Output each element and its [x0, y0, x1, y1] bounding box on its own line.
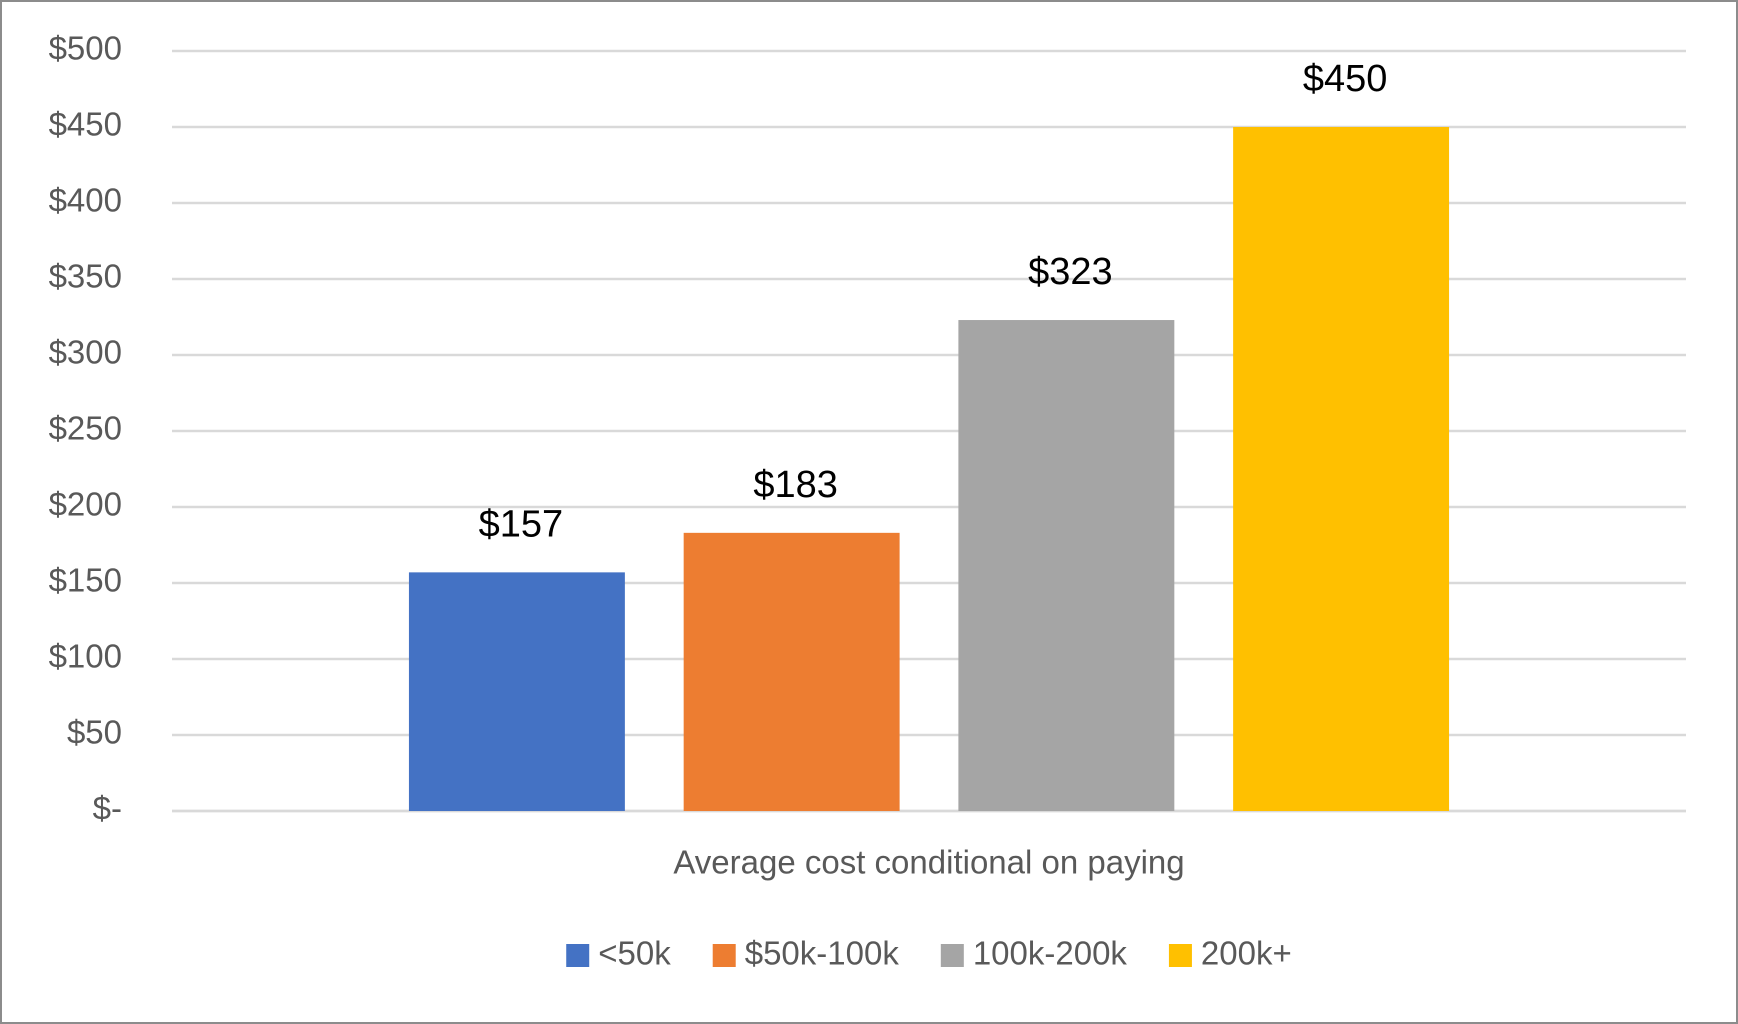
y-tick-label: $250: [49, 410, 122, 447]
legend-swatch: [940, 944, 964, 967]
legend-swatch: [1168, 944, 1192, 967]
bar: [683, 532, 900, 811]
bar: [958, 320, 1175, 811]
legend-swatch: [566, 944, 590, 967]
bar: [1233, 127, 1450, 811]
legend-label: <50k: [598, 935, 671, 972]
data-label: $183: [753, 464, 838, 506]
y-tick-label: $50: [67, 714, 122, 751]
legend: <50k $50k-100k 100k-200k 200k+: [566, 935, 1292, 972]
x-tick-label: Average cost conditional on paying: [673, 844, 1184, 881]
y-tick-label: $200: [49, 486, 122, 523]
data-label: $323: [1028, 251, 1113, 293]
y-tick-label: $300: [49, 334, 122, 371]
data-label: $450: [1303, 58, 1388, 100]
legend-label: 200k+: [1201, 935, 1292, 972]
legend-label: $50k-100k: [745, 935, 900, 972]
y-tick-label: $100: [49, 638, 122, 675]
y-tick-label: $-: [93, 790, 122, 827]
legend-swatch: [712, 944, 736, 967]
y-tick-label: $400: [49, 182, 122, 219]
y-tick-label: $350: [49, 258, 122, 295]
bar: [408, 572, 625, 811]
y-tick-label: $450: [49, 106, 122, 143]
data-label: $157: [479, 503, 564, 545]
y-tick-label: $150: [49, 562, 122, 599]
y-tick-label: $500: [49, 30, 122, 67]
legend-label: 100k-200k: [973, 935, 1128, 972]
